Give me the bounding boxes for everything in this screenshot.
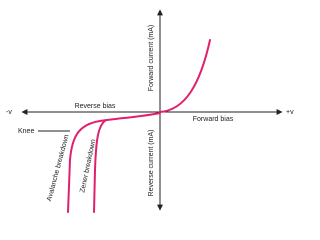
x-right-label: +v bbox=[286, 109, 294, 116]
x-left-label: -v bbox=[6, 109, 12, 116]
y-top-label: Forward current (mA) bbox=[148, 25, 155, 92]
knee-label: Knee bbox=[18, 128, 34, 135]
diode-diagram: -v +v Reverse bias Forward bias Knee For… bbox=[6, 9, 294, 213]
reverse-bias-label: Reverse bias bbox=[75, 103, 116, 110]
avalanche-curve bbox=[67, 112, 161, 213]
avalanche-label: Avalanche breakdown bbox=[46, 134, 71, 202]
zener-curve bbox=[93, 119, 107, 213]
forward-curve bbox=[159, 39, 211, 113]
y-bottom-label: Reverse current (mA) bbox=[148, 130, 155, 197]
forward-bias-label: Forward bias bbox=[193, 116, 234, 123]
